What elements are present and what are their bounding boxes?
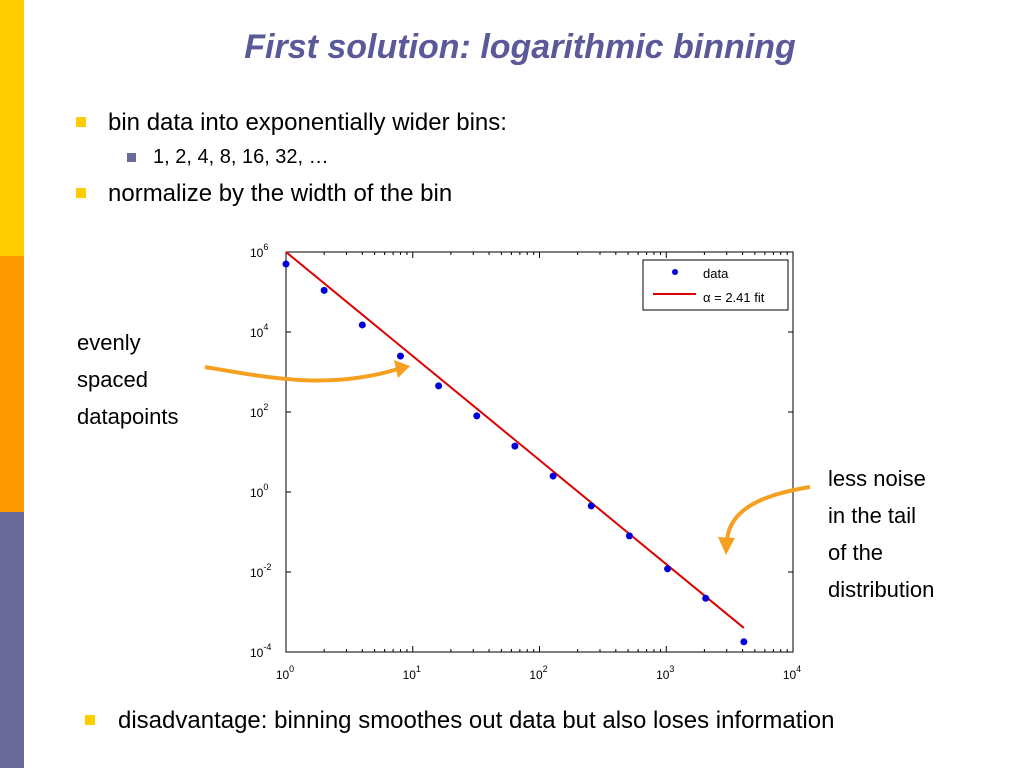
bullet-marker bbox=[85, 715, 95, 725]
plot-series bbox=[282, 251, 748, 646]
y-tick-label: 10-2 bbox=[250, 562, 271, 580]
tick-exponent: 3 bbox=[669, 664, 674, 674]
tick-exponent: -2 bbox=[263, 562, 271, 572]
right-annotation-line: of the bbox=[828, 540, 884, 565]
left-annotation-line: spaced bbox=[77, 367, 148, 392]
data-point bbox=[473, 412, 481, 420]
data-point bbox=[587, 502, 595, 510]
tick-exponent: 2 bbox=[263, 402, 268, 412]
tick-base: 10 bbox=[783, 668, 797, 682]
tick-base: 10 bbox=[529, 668, 543, 682]
tick-base: 10 bbox=[250, 566, 264, 580]
legend-alpha-symbol: α bbox=[703, 290, 711, 305]
right-annotation: less noise in the tail of the distributi… bbox=[828, 460, 934, 608]
legend-fit-value: = 2.41 fit bbox=[711, 290, 765, 305]
sidebar-band-yellow bbox=[0, 0, 24, 256]
tick-base: 10 bbox=[250, 486, 264, 500]
sub-bullet-text: 1, 2, 4, 8, 16, 32, … bbox=[153, 146, 329, 168]
data-point bbox=[664, 565, 672, 573]
x-tick-label: 103 bbox=[656, 664, 674, 682]
tick-base: 10 bbox=[656, 668, 670, 682]
legend-box bbox=[642, 259, 789, 311]
sidebar-band-orange bbox=[0, 256, 24, 512]
tick-exponent: -4 bbox=[263, 642, 271, 652]
bullet-marker bbox=[76, 117, 86, 127]
right-annotation-line: less noise bbox=[828, 466, 926, 491]
tick-exponent: 0 bbox=[263, 482, 268, 492]
x-tick-label: 100 bbox=[276, 664, 294, 682]
left-annotation-line: evenly bbox=[77, 330, 141, 355]
tick-marks bbox=[285, 251, 794, 653]
bullet-text: bin data into exponentially wider bins: bbox=[108, 109, 507, 136]
x-tick-labels: 100 101 102 103 104 bbox=[276, 664, 801, 682]
tick-exponent: 0 bbox=[289, 664, 294, 674]
tick-exponent: 6 bbox=[263, 242, 268, 252]
data-point bbox=[625, 532, 633, 540]
data-point bbox=[549, 472, 557, 480]
tick-base: 10 bbox=[250, 246, 264, 260]
data-point bbox=[320, 286, 328, 294]
y-tick-label: 100 bbox=[250, 482, 268, 500]
bullet-text: normalize by the width of the bin bbox=[108, 180, 453, 207]
y-tick-label: 10-4 bbox=[250, 642, 271, 660]
x-tick-label: 102 bbox=[529, 664, 547, 682]
tick-base: 10 bbox=[403, 668, 417, 682]
tick-base: 10 bbox=[250, 406, 264, 420]
tick-exponent: 4 bbox=[263, 322, 268, 332]
tick-exponent: 1 bbox=[416, 664, 421, 674]
left-annotation-line: datapoints bbox=[77, 404, 179, 429]
legend: data α = 2.41 fit bbox=[642, 259, 789, 311]
y-tick-label: 102 bbox=[250, 402, 268, 420]
data-point bbox=[702, 594, 710, 602]
data-point bbox=[396, 352, 404, 360]
data-point bbox=[358, 321, 366, 329]
tick-base: 10 bbox=[250, 326, 264, 340]
tick-exponent: 2 bbox=[543, 664, 548, 674]
legend-data-marker bbox=[672, 269, 678, 275]
tick-exponent: 4 bbox=[796, 664, 801, 674]
sidebar-decoration bbox=[0, 0, 24, 768]
plot-frame bbox=[285, 251, 794, 653]
tick-base: 10 bbox=[276, 668, 290, 682]
slide-title: First solution: logarithmic binning bbox=[244, 28, 796, 66]
sidebar-band-purple bbox=[0, 512, 24, 768]
x-tick-label: 101 bbox=[403, 664, 421, 682]
tick-base: 10 bbox=[250, 646, 264, 660]
right-arrow bbox=[718, 485, 811, 555]
y-tick-label: 104 bbox=[250, 322, 268, 340]
y-tick-label: 106 bbox=[250, 242, 268, 260]
left-arrow bbox=[204, 360, 410, 383]
legend-fit-label: α = 2.41 fit bbox=[703, 290, 765, 305]
data-point bbox=[282, 260, 290, 268]
data-point bbox=[511, 442, 519, 450]
x-tick-label: 104 bbox=[783, 664, 801, 682]
right-annotation-line: in the tail bbox=[828, 503, 917, 528]
data-point bbox=[435, 382, 443, 390]
bullet-marker bbox=[127, 153, 136, 162]
left-annotation: evenly spaced datapoints bbox=[77, 324, 179, 435]
right-annotation-line: distribution bbox=[828, 577, 935, 602]
legend-data-label: data bbox=[703, 266, 729, 281]
bottom-bullet-text: disadvantage: binning smoothes out data … bbox=[118, 707, 835, 734]
bullet-marker bbox=[76, 188, 86, 198]
data-point bbox=[740, 638, 748, 646]
fit-line bbox=[285, 251, 745, 629]
